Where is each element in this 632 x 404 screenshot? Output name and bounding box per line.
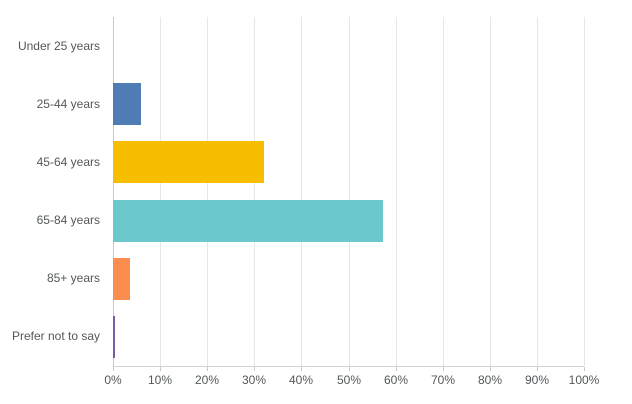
x-tick-label: 20% bbox=[194, 373, 220, 387]
y-axis-line bbox=[113, 17, 114, 366]
x-tick-label: 100% bbox=[568, 373, 600, 387]
gridline bbox=[349, 17, 350, 366]
x-tick-label: 80% bbox=[477, 373, 503, 387]
gridline bbox=[207, 17, 208, 366]
category-label: 25-44 years bbox=[36, 96, 100, 111]
gridline bbox=[490, 17, 491, 366]
axis-tick bbox=[349, 367, 350, 371]
x-tick-label: 60% bbox=[383, 373, 409, 387]
gridline bbox=[443, 17, 444, 366]
gridline bbox=[396, 17, 397, 366]
bar bbox=[113, 258, 130, 300]
bar bbox=[113, 141, 265, 183]
axis-tick bbox=[537, 367, 538, 371]
axis-tick bbox=[207, 367, 208, 371]
axis-tick bbox=[301, 367, 302, 371]
category-label: Prefer not to say bbox=[11, 329, 100, 344]
axis-tick bbox=[584, 367, 585, 371]
gridline bbox=[160, 17, 161, 366]
axis-tick bbox=[160, 367, 161, 371]
x-tick-label: 90% bbox=[524, 373, 550, 387]
axis-tick bbox=[396, 367, 397, 371]
gridline bbox=[584, 17, 585, 366]
bar bbox=[113, 316, 116, 358]
x-tick-label: 70% bbox=[430, 373, 456, 387]
x-tick-label: 40% bbox=[288, 373, 314, 387]
axis-tick bbox=[254, 367, 255, 371]
x-tick-label: 10% bbox=[147, 373, 173, 387]
axis-tick bbox=[490, 367, 491, 371]
gridline bbox=[301, 17, 302, 366]
gridline bbox=[254, 17, 255, 366]
category-label: Under 25 years bbox=[17, 38, 100, 53]
y-axis-labels: Under 25 years 25-44 years 45-64 years 65-8… bbox=[0, 17, 100, 366]
bar bbox=[113, 83, 141, 125]
x-axis-labels: 0% 10% 20% 30% 40% 50% 60% 70% 80% 90% 100% bbox=[0, 373, 632, 393]
x-tick-label: 30% bbox=[241, 373, 267, 387]
x-tick-label: 50% bbox=[336, 373, 362, 387]
x-tick-label: 0% bbox=[104, 373, 122, 387]
axis-tick bbox=[443, 367, 444, 371]
category-label: 45-64 years bbox=[36, 154, 100, 169]
category-label: 85+ years bbox=[46, 271, 100, 286]
category-label: 65-84 years bbox=[36, 213, 100, 228]
gridline bbox=[537, 17, 538, 366]
plot-area bbox=[113, 17, 585, 371]
axis-tick bbox=[113, 367, 114, 371]
bar bbox=[113, 200, 384, 242]
